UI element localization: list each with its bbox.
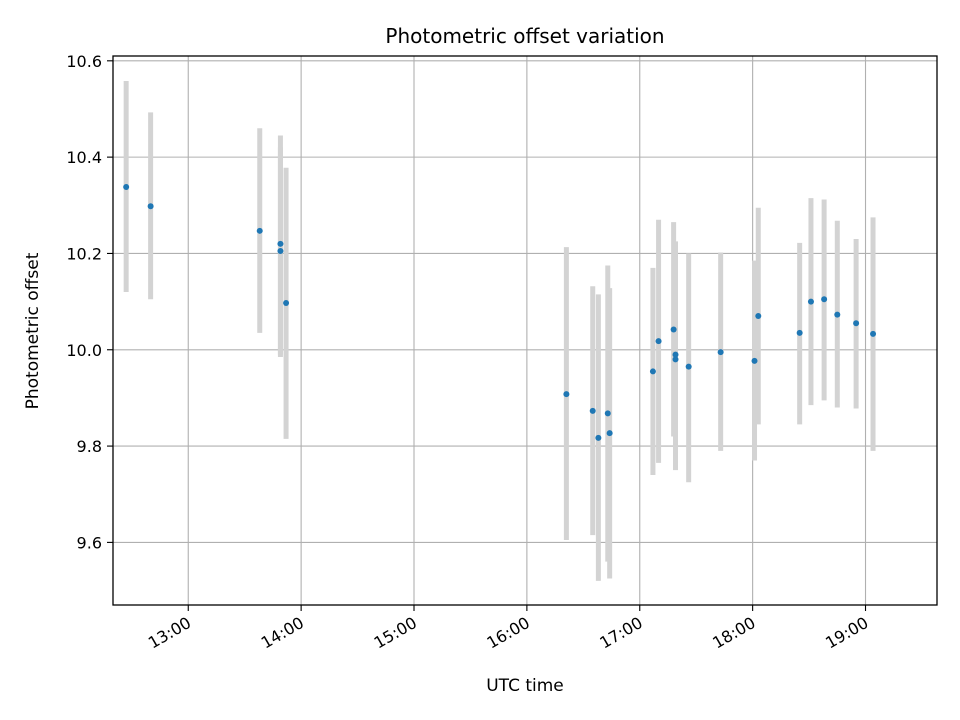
data-point [807,298,814,305]
data-point [853,320,860,327]
y-tick-label: 10.6 [66,52,102,71]
y-tick-label: 10.0 [66,341,102,360]
data-point [649,368,656,375]
data-point [147,203,154,210]
y-tick-label: 9.6 [77,533,102,552]
data-point [595,434,602,441]
data-point [672,351,679,358]
data-point [834,311,841,318]
data-point [283,300,290,307]
y-axis-label: Photometric offset [23,252,43,409]
plot-frame [112,55,938,606]
data-point [589,407,596,414]
data-point [685,363,692,370]
y-axis-ticks: 9.6 9.8 10.0 10.2 10.4 10.6 [66,52,113,552]
data-point [755,313,762,320]
data-point [672,356,679,363]
data-point [796,329,803,336]
data-point [277,248,284,255]
data-point [256,227,263,234]
data-point [277,240,284,247]
data-point [821,296,828,303]
data-point [123,183,130,190]
data-point [670,326,677,333]
y-tick-label: 9.8 [77,437,102,456]
data-point [751,357,758,364]
y-tick-label: 10.4 [66,148,102,167]
data-points [123,183,877,441]
data-point [655,338,662,345]
data-point [606,430,613,437]
data-point [563,391,570,398]
data-point [604,410,611,417]
y-tick-label: 10.2 [66,244,102,263]
x-axis-label: UTC time [486,676,564,696]
data-point [717,349,724,356]
data-point [870,330,877,337]
chart-title: Photometric offset variation [385,24,664,48]
